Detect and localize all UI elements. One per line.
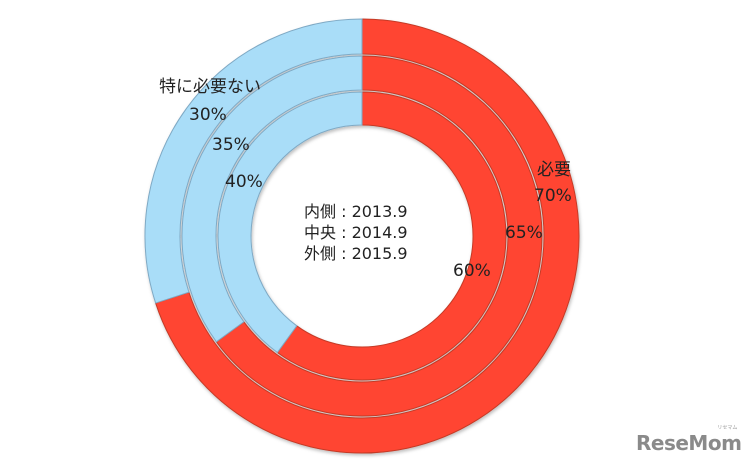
outer-ring-needed-segment <box>154 18 580 454</box>
middle-ring-not-needed-segment <box>181 55 363 343</box>
logo-text: ReseMom <box>636 431 742 455</box>
not-needed-category-label: 特に必要ない <box>159 77 261 97</box>
logo-subtext: リセマム <box>717 425 738 431</box>
outer-ring-not-needed-segment <box>144 18 363 304</box>
inner-ring-needed-segment <box>276 91 507 381</box>
inner-not-needed-value: 40% <box>225 172 263 192</box>
ring-legend: 内側 : 2013.9 中央 : 2014.9 外側 : 2015.9 <box>304 201 408 264</box>
middle-needed-value: 65% <box>505 223 543 243</box>
middle-not-needed-value: 35% <box>212 135 250 155</box>
legend-outer: 外側 : 2015.9 <box>304 244 408 263</box>
middle-ring-needed-segment <box>215 55 543 417</box>
legend-inner: 内側 : 2013.9 <box>304 202 408 221</box>
legend-middle: 中央 : 2014.9 <box>304 223 408 242</box>
outer-needed-value: 70% <box>534 186 572 206</box>
resemom-logo: ReseMom リセマム <box>636 425 742 455</box>
inner-ring-not-needed-segment <box>217 91 363 354</box>
inner-needed-value: 60% <box>453 261 491 281</box>
needed-category-label: 必要 <box>537 160 571 180</box>
outer-not-needed-value: 30% <box>189 105 227 125</box>
